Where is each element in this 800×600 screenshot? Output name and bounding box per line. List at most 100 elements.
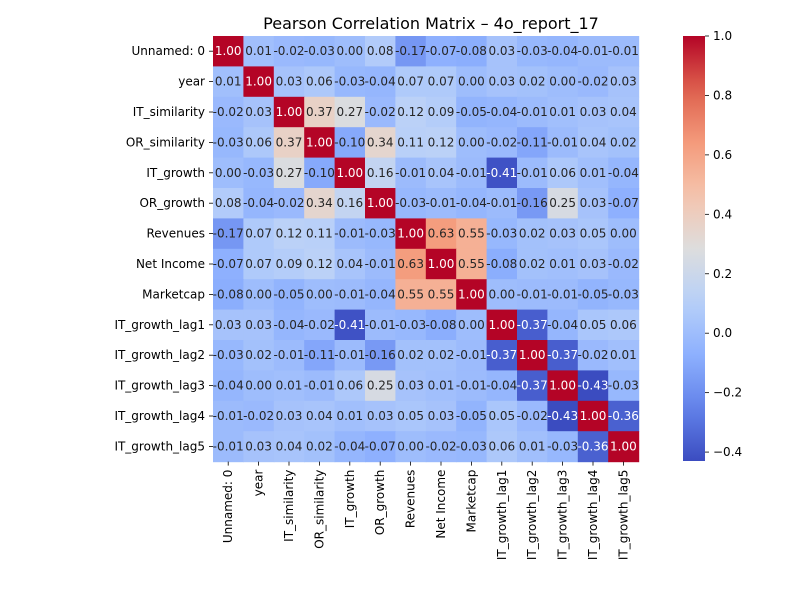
heatmap-cell bbox=[304, 340, 336, 371]
heatmap-cell bbox=[577, 127, 609, 159]
heatmap-cell-value: 0.16 bbox=[336, 196, 363, 210]
heatmap-cell-value: 0.63 bbox=[397, 257, 424, 271]
x-tick-label: IT_growth bbox=[343, 470, 357, 529]
heatmap-cell bbox=[243, 188, 275, 219]
heatmap-cell-value: -0.02 bbox=[243, 409, 274, 423]
heatmap-cell bbox=[425, 127, 457, 159]
heatmap-cell-value: -0.11 bbox=[517, 135, 548, 149]
heatmap-cell bbox=[608, 309, 640, 341]
heatmap-cell bbox=[243, 309, 275, 341]
heatmap-cell-value: -0.05 bbox=[577, 287, 608, 301]
heatmap-cell bbox=[608, 248, 640, 280]
heatmap-cell bbox=[425, 157, 457, 189]
heatmap-cell-value: -0.04 bbox=[486, 105, 517, 119]
heatmap-cell-value: -0.04 bbox=[547, 44, 578, 58]
heatmap-cell bbox=[273, 96, 305, 128]
heatmap-cell-value: 1.00 bbox=[245, 75, 272, 89]
heatmap-cell-value: 1.00 bbox=[276, 105, 303, 119]
x-tick-label: IT_growth_lag3 bbox=[556, 470, 570, 561]
colorbar-tick-label: −0.4 bbox=[713, 445, 742, 459]
heatmap-cell-value: 0.00 bbox=[397, 439, 424, 453]
heatmap-cell-value: 0.25 bbox=[367, 379, 394, 393]
heatmap-cell bbox=[456, 340, 488, 371]
heatmap-cell-value: 0.02 bbox=[519, 227, 546, 241]
heatmap-cell-value: 0.01 bbox=[519, 439, 546, 453]
heatmap-cell-value: -0.04 bbox=[213, 379, 244, 393]
heatmap-cell bbox=[334, 370, 366, 402]
heatmap-cell bbox=[334, 66, 366, 98]
heatmap-cell-value: -0.41 bbox=[334, 318, 365, 332]
heatmap-cell bbox=[608, 157, 640, 189]
heatmap-cell bbox=[304, 96, 336, 128]
heatmap-cell-value: -0.16 bbox=[365, 348, 396, 362]
colorbar-tick-label: 0.8 bbox=[713, 88, 732, 102]
heatmap-cell bbox=[425, 309, 457, 341]
heatmap-cell-value: 0.07 bbox=[428, 75, 455, 89]
y-tick-label: IT_growth_lag1 bbox=[114, 318, 205, 332]
heatmap-cell bbox=[243, 340, 275, 371]
heatmap-cell bbox=[365, 340, 396, 371]
heatmap-cell bbox=[273, 370, 305, 402]
heatmap-cell bbox=[608, 218, 640, 250]
heatmap-cell-value: -0.01 bbox=[577, 44, 608, 58]
heatmap-cell-value: 0.09 bbox=[276, 257, 303, 271]
y-tick-label: Unnamed: 0 bbox=[131, 44, 205, 58]
heatmap-cell-value: -0.01 bbox=[334, 348, 365, 362]
heatmap-cell bbox=[517, 309, 548, 341]
heatmap-cell-value: 0.25 bbox=[549, 196, 576, 210]
heatmap-cell bbox=[486, 157, 518, 189]
heatmap-cell-value: 0.00 bbox=[458, 135, 485, 149]
colorbar-tick-label: 0.2 bbox=[713, 267, 732, 281]
heatmap-cell bbox=[608, 127, 640, 159]
heatmap-cell-value: 0.01 bbox=[245, 44, 272, 58]
heatmap-cell bbox=[517, 218, 548, 250]
heatmap-cell-value: -0.02 bbox=[365, 105, 396, 119]
heatmap-cell bbox=[608, 36, 640, 67]
heatmap-cell-value: -0.01 bbox=[395, 166, 426, 180]
y-tick-label: IT_growth_lag3 bbox=[114, 379, 205, 393]
heatmap-cell-value: 0.06 bbox=[610, 318, 637, 332]
heatmap-cell-value: 0.05 bbox=[580, 227, 607, 241]
heatmap-cell-value: -0.01 bbox=[334, 287, 365, 301]
heatmap-cell bbox=[456, 431, 488, 463]
heatmap-cell bbox=[365, 309, 396, 341]
heatmap-cell bbox=[425, 279, 457, 311]
heatmap-cell-value: 0.34 bbox=[306, 196, 333, 210]
heatmap-cell-value: 0.02 bbox=[306, 439, 333, 453]
heatmap-cell bbox=[213, 279, 244, 311]
heatmap-cell-value: 1.00 bbox=[610, 439, 637, 453]
heatmap-cell bbox=[547, 400, 579, 432]
heatmap-cell-value: 0.05 bbox=[397, 409, 424, 423]
heatmap-cell-value: 1.00 bbox=[488, 318, 515, 332]
heatmap-cell-value: -0.02 bbox=[213, 105, 244, 119]
heatmap-cell bbox=[243, 157, 275, 189]
heatmap-cell-value: 0.02 bbox=[519, 75, 546, 89]
heatmap-cell bbox=[243, 218, 275, 250]
heatmap-cell-value: 0.00 bbox=[336, 44, 363, 58]
heatmap-cell bbox=[486, 188, 518, 219]
heatmap-cell-value: 0.02 bbox=[397, 348, 424, 362]
heatmap-cell-value: -0.10 bbox=[304, 166, 335, 180]
heatmap-cell bbox=[334, 340, 366, 371]
heatmap-cell bbox=[273, 218, 305, 250]
heatmap-cell-value: 0.04 bbox=[306, 409, 333, 423]
colorbar-ticks: 1.0 0.8 0.6 0.4 0.2 0.0 −0.2 −0.4 bbox=[705, 29, 742, 459]
colorbar-tick-label: 0.0 bbox=[713, 326, 732, 340]
heatmap-cell bbox=[425, 340, 457, 371]
heatmap-cell-value: 0.55 bbox=[428, 287, 455, 301]
heatmap-cell bbox=[273, 309, 305, 341]
heatmap-cell bbox=[395, 400, 427, 432]
heatmap-cell-value: 0.03 bbox=[488, 75, 515, 89]
heatmap-cell-value: -0.03 bbox=[608, 379, 639, 393]
heatmap-cell bbox=[334, 127, 366, 159]
heatmap-cell-value: -0.01 bbox=[608, 44, 639, 58]
heatmap-cell-value: 0.02 bbox=[245, 348, 272, 362]
heatmap-cell-value: 0.03 bbox=[367, 409, 394, 423]
heatmap-cell bbox=[213, 218, 244, 250]
heatmap-cell bbox=[456, 370, 488, 402]
y-tick-label: IT_growth_lag4 bbox=[114, 409, 205, 423]
heatmap-cell-value: -0.43 bbox=[577, 379, 608, 393]
heatmap-cell bbox=[334, 188, 366, 219]
heatmap-cell bbox=[547, 431, 579, 463]
heatmap-cell bbox=[486, 309, 518, 341]
